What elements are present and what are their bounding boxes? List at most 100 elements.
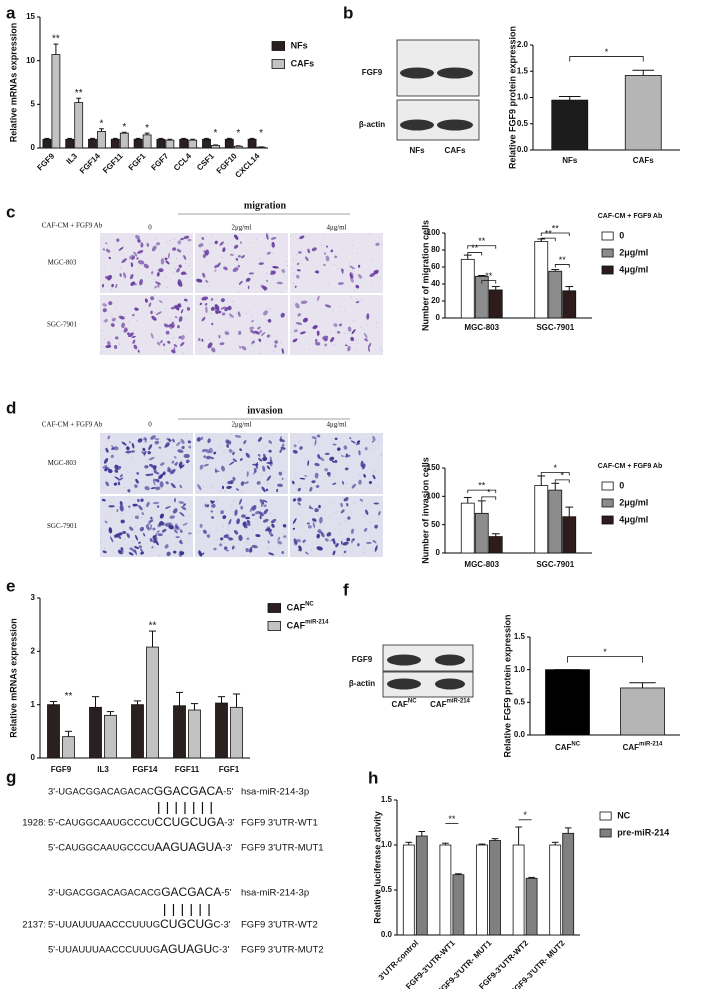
cell [278,471,283,476]
cell [241,255,245,259]
comparison-label: ** [485,271,493,281]
cell [316,295,320,302]
pore [309,505,311,507]
cell [240,458,243,461]
sequence-part: AGUAGU [160,942,212,956]
pore [127,471,129,473]
cell [324,538,329,542]
cell [214,470,220,473]
cell [260,284,265,289]
cell [102,308,107,313]
pore [295,477,297,479]
pore [337,543,339,545]
cell [307,460,310,466]
cell [214,240,218,245]
pore [173,337,175,338]
cell [240,505,244,510]
cell [261,332,266,336]
cell [201,316,206,322]
pore [206,461,207,463]
cell [159,513,164,519]
cell [181,506,187,511]
cell [204,448,211,454]
pore [217,334,219,336]
panel-label: c [6,202,15,221]
pore [360,326,362,328]
micrograph [290,295,383,355]
pore [208,343,210,345]
pore [356,444,358,446]
legend-label-sup: NC [305,602,314,608]
pore [369,233,370,235]
cell [294,285,297,288]
cell [198,550,203,557]
cell [128,505,131,508]
cell [304,256,309,262]
sequence-part: -3' [222,843,232,854]
pore [216,529,218,531]
cell [205,306,208,314]
pore [329,331,331,333]
cell [359,498,364,502]
bar [89,706,102,759]
y-tick-label: 1.0 [517,93,529,102]
pore [183,352,185,353]
bar [230,706,243,759]
legend-label: pre-miR-214 [617,827,669,837]
comparison-bracket [540,237,556,242]
legend-label: 0 [619,230,624,240]
pore [251,345,253,346]
pore [281,492,283,494]
legend-swatch [267,621,282,631]
cell [276,281,284,285]
cell [103,458,109,464]
cell [324,338,328,342]
bar [131,704,144,759]
dose-label: 4μg/ml [326,224,346,232]
pore [205,269,207,271]
significance: * [236,128,240,139]
cell [295,322,303,325]
x-tick-label: CSF1 [195,151,216,172]
cell [228,537,234,540]
legend-title: CAF-CM + FGF9 Ab [598,213,663,220]
cell [298,251,302,254]
pore [200,469,202,471]
cell [334,459,338,463]
cell [177,325,180,329]
pore [245,313,247,315]
cell [324,304,332,308]
pore [371,433,373,435]
blot-band [400,119,434,131]
cell [325,245,329,248]
panel-label: g [6,767,16,786]
cell [237,311,241,317]
bar [224,138,234,149]
cell [161,521,165,526]
panel-label: f [343,580,349,599]
y-tick-label: 1.5 [517,66,529,75]
sequence-name: FGF9 3'UTR-MUT2 [241,945,324,956]
cell [270,270,273,276]
legend-label: 2μg/ml [619,497,648,507]
y-tick-label: 0 [436,548,441,557]
x-tick-label-sup: miR-214 [639,742,663,748]
legend-swatch [601,231,614,241]
cell [151,245,157,252]
panel-label: h [368,768,378,787]
cell [282,524,287,528]
cell [222,515,227,520]
error-bar [190,138,196,141]
comparison-label: ** [478,236,486,246]
bar [74,102,84,149]
blot-row-label: FGF9 [362,68,383,77]
cell [258,262,264,265]
cell [266,461,273,465]
cell [220,306,226,310]
cell [314,439,317,446]
cell [150,473,154,476]
error-bar [629,682,656,688]
cell [326,471,331,476]
cell [358,479,362,485]
cell [257,453,261,457]
